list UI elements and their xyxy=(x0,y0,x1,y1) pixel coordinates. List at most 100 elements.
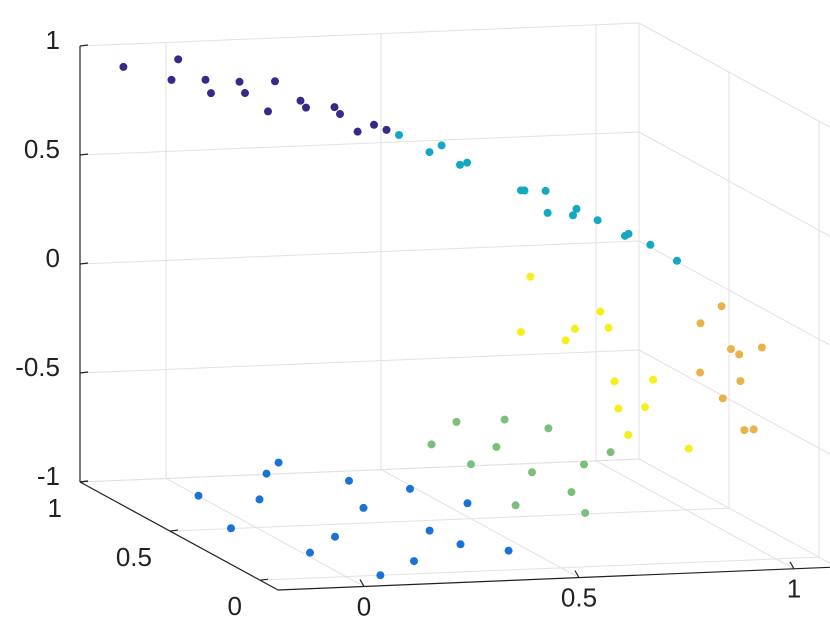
y-tick-label: 0.5 xyxy=(116,542,152,572)
point xyxy=(567,488,576,497)
point xyxy=(262,469,271,478)
point xyxy=(684,444,693,453)
z-tick-label: 1 xyxy=(46,25,60,55)
point xyxy=(207,89,215,98)
grid-line xyxy=(638,240,830,346)
point xyxy=(456,160,464,169)
x-tick xyxy=(789,561,795,570)
z-tick-label: 0.5 xyxy=(24,134,60,164)
point xyxy=(306,548,314,557)
point xyxy=(673,256,681,265)
point xyxy=(736,377,745,386)
point xyxy=(624,229,633,238)
point xyxy=(526,272,535,281)
point xyxy=(330,103,339,112)
point xyxy=(235,77,244,86)
point xyxy=(696,319,705,328)
point xyxy=(370,120,378,129)
point xyxy=(572,204,581,213)
y-axis xyxy=(79,481,279,591)
point xyxy=(757,343,766,352)
point xyxy=(500,415,509,424)
point xyxy=(569,211,577,220)
point xyxy=(528,468,536,477)
grid-line xyxy=(169,507,730,532)
point xyxy=(382,125,391,134)
point xyxy=(425,148,434,157)
point xyxy=(456,540,465,549)
point xyxy=(504,546,513,555)
point xyxy=(167,75,176,84)
grid-line xyxy=(638,349,830,455)
grid-line xyxy=(79,349,640,374)
point xyxy=(241,89,249,98)
point xyxy=(302,103,310,112)
z-tick-label: -1 xyxy=(37,461,60,491)
point xyxy=(649,375,658,384)
point xyxy=(596,307,605,316)
point xyxy=(427,440,436,449)
y-tick xyxy=(259,578,269,581)
point xyxy=(255,495,264,504)
point xyxy=(541,186,550,195)
point xyxy=(717,302,726,311)
x-tick-label: 1 xyxy=(787,574,801,604)
point xyxy=(194,491,203,500)
point xyxy=(452,417,461,426)
point xyxy=(544,424,553,433)
point xyxy=(274,458,283,467)
point xyxy=(696,368,705,377)
point xyxy=(749,425,758,434)
z-tick xyxy=(79,371,89,374)
point xyxy=(641,403,649,412)
point xyxy=(331,532,339,541)
z-tick-label: -0.5 xyxy=(15,352,60,382)
z-tick xyxy=(79,153,89,156)
point xyxy=(517,328,525,337)
point xyxy=(511,501,520,510)
point xyxy=(614,404,623,413)
y-tick xyxy=(79,480,89,483)
point xyxy=(492,442,501,451)
point xyxy=(406,484,414,493)
point xyxy=(271,77,279,86)
point xyxy=(376,571,385,580)
point xyxy=(624,430,633,439)
point xyxy=(174,55,183,64)
point xyxy=(353,127,362,136)
point xyxy=(463,158,472,167)
z-tick xyxy=(79,44,89,47)
point xyxy=(437,141,446,150)
point xyxy=(571,324,579,333)
x-tick-label: 0.5 xyxy=(561,582,597,612)
point xyxy=(727,345,735,354)
grid-line xyxy=(79,458,640,483)
point xyxy=(593,216,602,225)
point xyxy=(264,107,272,116)
point xyxy=(227,524,235,533)
point xyxy=(520,186,529,195)
y-tick xyxy=(169,529,179,532)
point xyxy=(345,476,353,485)
point xyxy=(336,110,344,119)
x-tick xyxy=(359,579,365,587)
point xyxy=(543,208,552,217)
grid-line xyxy=(79,131,640,156)
y-tick-label: 1 xyxy=(48,493,62,523)
x-tick-label: 0 xyxy=(357,591,371,617)
x-axis xyxy=(277,566,830,591)
point xyxy=(395,130,403,139)
z-tick-label: 0 xyxy=(46,243,60,273)
point xyxy=(463,499,472,508)
point xyxy=(581,508,590,517)
grid-line xyxy=(638,458,830,564)
point xyxy=(296,96,305,105)
z-tick xyxy=(79,262,89,265)
grid-line xyxy=(595,460,795,570)
point xyxy=(604,323,613,332)
grid-line xyxy=(638,131,830,237)
y-tick-label: 0 xyxy=(228,591,242,617)
grid-line xyxy=(638,22,830,128)
